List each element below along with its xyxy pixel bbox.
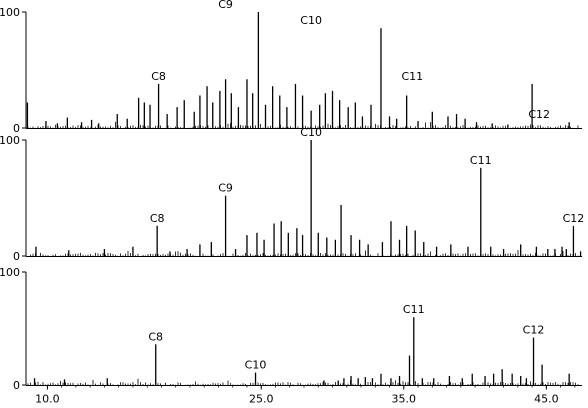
- peak-label-c12: C12: [563, 212, 585, 225]
- y-tick-label: 0: [13, 122, 20, 135]
- x-tick-label: 10.0: [35, 393, 60, 406]
- panel-1-noise: [27, 121, 579, 128]
- panel-2: 0 100 C8 C9 C10 C11 C12: [0, 126, 584, 263]
- panel-1: 0 100 C8 C9 C10 C11 C12: [0, 0, 582, 135]
- y-tick-label: 0: [13, 379, 20, 392]
- peak-label-c10: C10: [245, 359, 267, 372]
- y-tick-label: 100: [0, 134, 20, 147]
- y-tick-label: 0: [13, 250, 20, 263]
- peak-label-c11: C11: [470, 154, 492, 167]
- y-tick-label: 100: [0, 266, 20, 279]
- peak-label-c10: C10: [300, 14, 322, 27]
- peak-label-c8: C8: [151, 70, 166, 83]
- x-tick-label: 35.0: [392, 393, 417, 406]
- peak-label-c8: C8: [148, 330, 163, 343]
- peak-label-c9: C9: [218, 182, 233, 195]
- x-axis: 10.0 25.0 35.0 45.0: [35, 385, 576, 406]
- y-tick-label: 100: [0, 6, 20, 19]
- peak-label-c8: C8: [150, 212, 165, 225]
- panel-3-noise: [27, 378, 579, 385]
- panel-3: 0 100 C8 C10 C11 C12: [0, 266, 582, 392]
- chromatogram-panels: 0100C8C9C10C11C120100C8C9C10C11C120100C8…: [0, 0, 584, 392]
- x-tick-label: 25.0: [249, 393, 274, 406]
- peak-label-c10: C10: [300, 126, 322, 139]
- peak-label-c11: C11: [402, 70, 424, 83]
- peak-label-c12: C12: [528, 108, 550, 121]
- peak-label-c12: C12: [523, 324, 545, 337]
- peak-label-c11: C11: [403, 303, 425, 316]
- peak-label-c9: C9: [218, 0, 233, 11]
- x-tick-label: 45.0: [534, 393, 559, 406]
